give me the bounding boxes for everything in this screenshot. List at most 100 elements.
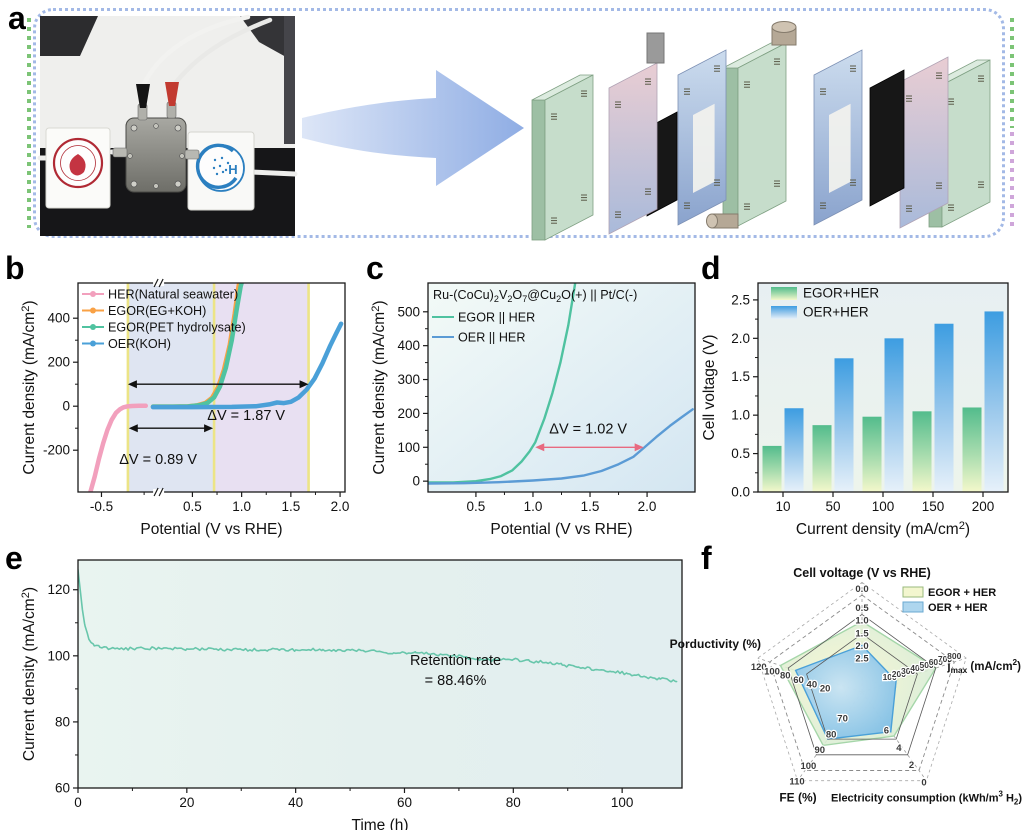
svg-text:60: 60 bbox=[55, 781, 70, 796]
svg-text:2.0: 2.0 bbox=[638, 499, 657, 514]
svg-text:20: 20 bbox=[820, 684, 831, 695]
svg-text:100: 100 bbox=[611, 795, 634, 810]
svg-text:0: 0 bbox=[74, 795, 82, 810]
chart-d: 10 50 100 150 200 EGOR+HER OER+HER 0.0 0.5 1.0 1.5… bbox=[701, 282, 1009, 538]
svg-text:Electricity consumption (kWh/m: Electricity consumption (kWh/m3 H2) bbox=[831, 789, 1022, 806]
svg-text:ΔV = 1.02 V: ΔV = 1.02 V bbox=[549, 421, 627, 437]
svg-text:OER+HER: OER+HER bbox=[803, 305, 869, 320]
chart-e-annotation: Retention rate = 88.46% bbox=[410, 653, 501, 689]
svg-text:0: 0 bbox=[62, 399, 70, 414]
svg-text:1.5: 1.5 bbox=[855, 628, 869, 639]
right-arrow-icon bbox=[302, 70, 524, 186]
cell-layer-flow-frame bbox=[813, 49, 863, 226]
svg-text:100: 100 bbox=[883, 672, 897, 682]
svg-text:200: 200 bbox=[972, 499, 995, 514]
svg-text:= 88.46%: = 88.46% bbox=[425, 673, 487, 689]
svg-text:Potential (V vs RHE): Potential (V vs RHE) bbox=[140, 521, 282, 538]
logo-h-letter: H bbox=[228, 162, 237, 177]
chart-d-bar bbox=[812, 425, 832, 492]
svg-text:100: 100 bbox=[764, 666, 780, 677]
svg-text:OER + HER: OER + HER bbox=[928, 602, 988, 614]
svg-text:80: 80 bbox=[506, 795, 521, 810]
chart-d-bar bbox=[962, 407, 982, 492]
svg-text:2.5: 2.5 bbox=[731, 292, 750, 307]
chart-b-delta-arrow: ΔV = 1.87 V bbox=[127, 380, 309, 424]
cell-layer-gasket bbox=[608, 32, 665, 235]
svg-text:Current density (mA/cm2): Current density (mA/cm2) bbox=[796, 520, 970, 538]
svg-text:Ru-(CoCu)2V2O7@Cu2O(+) || Pt/C: Ru-(CoCu)2V2O7@Cu2O(+) || Pt/C(-) bbox=[433, 288, 637, 304]
svg-text:0: 0 bbox=[921, 777, 926, 788]
svg-text:2: 2 bbox=[909, 760, 914, 771]
svg-text:1.0: 1.0 bbox=[232, 499, 251, 514]
svg-text:100: 100 bbox=[397, 440, 420, 455]
svg-text:90: 90 bbox=[815, 745, 826, 756]
svg-text:200: 200 bbox=[47, 355, 70, 370]
svg-text:600: 600 bbox=[929, 657, 943, 667]
svg-text:Cell voltage (V vs RHE): Cell voltage (V vs RHE) bbox=[793, 566, 931, 580]
svg-text:1.0: 1.0 bbox=[855, 616, 868, 627]
svg-text:80: 80 bbox=[55, 714, 70, 729]
chart-c-delta-arrow: ΔV = 1.02 V bbox=[535, 421, 644, 452]
svg-text:40: 40 bbox=[288, 795, 303, 810]
panel-label-f: f bbox=[701, 540, 712, 576]
svg-text:2.5: 2.5 bbox=[855, 653, 869, 664]
chart-d-bar bbox=[762, 445, 782, 492]
svg-text:50: 50 bbox=[825, 499, 840, 514]
chart-d-bar bbox=[862, 416, 882, 492]
chart-c-series bbox=[428, 408, 694, 485]
chart-d-bar bbox=[934, 323, 954, 492]
svg-text:0.5: 0.5 bbox=[467, 499, 486, 514]
chart-c-series bbox=[428, 283, 577, 484]
svg-text:Retention rate: Retention rate bbox=[410, 653, 501, 669]
svg-text:1.5: 1.5 bbox=[581, 499, 600, 514]
chart-d-bar bbox=[834, 358, 854, 492]
svg-text:4: 4 bbox=[896, 743, 902, 754]
svg-text:300: 300 bbox=[901, 666, 915, 676]
svg-text:100: 100 bbox=[872, 499, 895, 514]
svg-text:Porductivity (%): Porductivity (%) bbox=[670, 637, 761, 651]
svg-text:ΔV = 1.87 V: ΔV = 1.87 V bbox=[207, 408, 285, 424]
svg-text:100: 100 bbox=[47, 648, 70, 663]
svg-text:100: 100 bbox=[800, 761, 816, 772]
svg-text:40: 40 bbox=[807, 679, 818, 690]
pink-dots-right-decoration bbox=[1010, 132, 1014, 228]
chart-b: ΔV = 1.87 V ΔV = 0.89 V HER(Natural seawat… bbox=[20, 278, 349, 538]
chart-f-polygon bbox=[794, 644, 897, 740]
svg-text:FE (%): FE (%) bbox=[779, 790, 816, 804]
svg-text:400: 400 bbox=[397, 338, 420, 353]
svg-text:300: 300 bbox=[397, 372, 420, 387]
chart-e-series bbox=[78, 569, 678, 683]
panel-label-b: b bbox=[5, 250, 25, 286]
svg-text:jmax (mA/cm2): jmax (mA/cm2) bbox=[946, 658, 1021, 675]
charts-layer: ΔV = 1.87 V ΔV = 0.89 V HER(Natural seawat… bbox=[20, 278, 1023, 830]
electrolyzer-photo: H bbox=[37, 14, 298, 236]
svg-text:700: 700 bbox=[938, 654, 952, 664]
cell-layer-flow-frame bbox=[677, 49, 727, 226]
svg-text:200: 200 bbox=[397, 406, 420, 421]
chart-f-legend: EGOR + HER OER + HER bbox=[902, 586, 996, 614]
svg-text:0.5: 0.5 bbox=[855, 603, 869, 614]
chart-f-axis-labels: Cell voltage (V vs RHE) jmax (mA/cm2) Elec… bbox=[670, 566, 1023, 806]
chart-e-axes: 0 20 40 60 80 100 60 80 100 120 Time (h) Current de… bbox=[20, 559, 683, 830]
svg-text:500: 500 bbox=[397, 304, 420, 319]
chart-d-bar bbox=[912, 411, 932, 492]
chart-f-axis-ticks: 0.0 0.5 1.01.5 2.02.5 bbox=[854, 583, 870, 666]
svg-text:Current density (mA/cm2): Current density (mA/cm2) bbox=[370, 300, 388, 474]
svg-text:1.5: 1.5 bbox=[281, 499, 300, 514]
svg-text:60: 60 bbox=[793, 675, 804, 686]
svg-text:120: 120 bbox=[751, 662, 767, 673]
black-clip bbox=[136, 84, 150, 108]
panel-label-c: c bbox=[366, 250, 384, 286]
svg-text:EGOR + HER: EGOR + HER bbox=[928, 587, 996, 599]
chart-b-series bbox=[150, 321, 344, 410]
red-university-logo bbox=[69, 154, 86, 176]
chart-b-series bbox=[88, 403, 149, 492]
svg-text:1.0: 1.0 bbox=[731, 408, 750, 423]
svg-text:EGOR+HER: EGOR+HER bbox=[803, 286, 879, 301]
